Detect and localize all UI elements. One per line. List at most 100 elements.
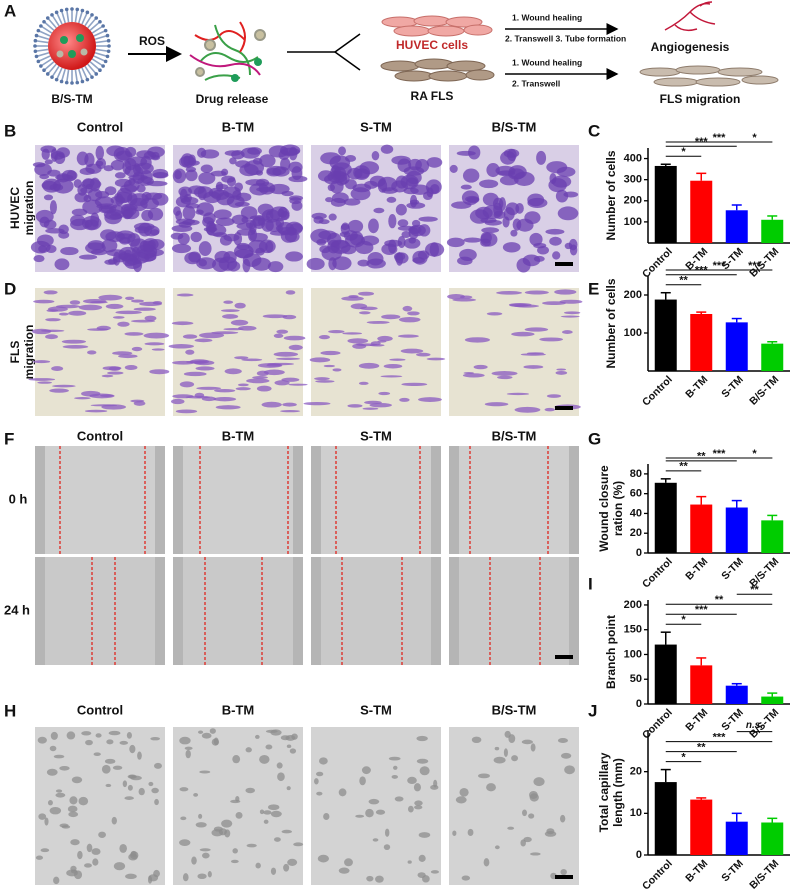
cell-texture <box>214 388 236 393</box>
cell-texture <box>510 229 518 237</box>
panel-label: I <box>588 574 593 593</box>
cell-texture <box>263 819 269 824</box>
cell-texture <box>215 405 241 410</box>
spike-tip <box>54 10 59 15</box>
bar <box>654 782 677 855</box>
micrograph <box>35 557 165 665</box>
spike-tip <box>50 75 54 79</box>
schematic-label: 1. Wound healing <box>512 57 582 67</box>
cell-texture <box>259 154 276 168</box>
cell-edge <box>449 446 459 554</box>
cell-texture <box>459 787 469 797</box>
bar <box>761 219 784 243</box>
bar <box>761 822 784 855</box>
cell-texture <box>347 219 364 233</box>
cell-texture <box>202 212 216 225</box>
bar <box>654 644 677 704</box>
cell-texture <box>503 748 508 757</box>
cell-texture <box>249 183 269 196</box>
cell-texture <box>447 293 465 300</box>
drug-dot <box>60 36 68 44</box>
particle-spike <box>74 9 79 23</box>
cell-texture <box>380 375 403 378</box>
cell-texture <box>274 380 290 386</box>
cell-texture <box>175 409 198 414</box>
cell-texture <box>54 258 70 271</box>
column-header: S-TM <box>360 428 392 443</box>
cell-texture <box>55 792 66 798</box>
cell-texture <box>381 314 401 320</box>
cell-texture <box>139 240 150 252</box>
cell-texture <box>530 743 536 752</box>
cell-texture <box>113 147 131 162</box>
cell-texture <box>144 342 165 346</box>
particle-spike <box>65 69 70 83</box>
spike-tip <box>103 28 108 33</box>
cell-texture <box>358 362 380 369</box>
spike-tip <box>80 8 85 13</box>
cell-texture <box>507 149 517 161</box>
bar <box>761 696 784 704</box>
cell-texture <box>395 203 407 216</box>
cell-texture <box>316 791 323 796</box>
cell-texture <box>283 863 290 872</box>
y-tick-label: 400 <box>624 152 642 164</box>
cell-texture <box>171 224 193 233</box>
y-tick-label: 0 <box>636 547 642 559</box>
cell-texture <box>201 852 210 859</box>
cell-texture <box>95 160 104 167</box>
cell-texture <box>511 755 519 762</box>
cell-texture <box>401 230 411 239</box>
cell-texture <box>171 321 194 326</box>
cell-texture <box>199 848 211 852</box>
cell-texture <box>39 173 50 180</box>
spike-tip <box>42 68 46 73</box>
x-tick-label: B-TM <box>683 706 710 733</box>
cell-texture <box>281 190 294 197</box>
cell-texture <box>383 844 391 851</box>
y-tick-label: 100 <box>624 648 642 660</box>
cell-texture <box>413 783 421 792</box>
cell-texture <box>388 756 401 761</box>
spike-tip <box>34 54 39 59</box>
cell-edge <box>311 557 321 665</box>
cell-texture <box>151 348 165 351</box>
cell-texture <box>455 796 467 804</box>
cell-texture <box>327 239 340 254</box>
cell-texture <box>288 383 308 386</box>
cell-texture <box>179 736 191 745</box>
fls-sketch <box>380 58 495 82</box>
cell-texture <box>368 798 380 805</box>
cell-texture <box>40 848 50 853</box>
cell-texture <box>471 736 482 744</box>
cell-texture <box>133 222 155 231</box>
cell-texture <box>270 867 277 875</box>
particle-spike <box>95 48 109 53</box>
cell-texture <box>259 754 270 764</box>
spike-tip <box>80 79 85 84</box>
column-header: B-TM <box>222 702 255 717</box>
particle-spike <box>81 67 89 80</box>
spike-tip <box>33 38 38 43</box>
arrow <box>334 33 361 53</box>
cell-texture <box>537 245 550 255</box>
spike-tip <box>64 80 69 85</box>
y-tick-label: 40 <box>630 507 642 519</box>
cell-texture <box>74 192 89 203</box>
cell-texture <box>49 806 62 815</box>
cell-texture <box>84 219 93 228</box>
cell-texture <box>173 206 181 216</box>
panel-label: B <box>4 121 16 140</box>
cell-texture <box>276 762 283 769</box>
cell-texture <box>44 159 53 165</box>
scale-bar <box>555 655 573 659</box>
cell-texture <box>98 294 123 301</box>
cell-texture <box>52 384 76 388</box>
cell-texture <box>287 858 298 866</box>
cell-texture <box>314 377 330 381</box>
cell-texture <box>246 843 257 848</box>
x-tick-label: B-TM <box>683 857 710 884</box>
cell-texture <box>418 224 431 237</box>
spike-tip <box>107 44 111 48</box>
cell-texture <box>418 854 426 862</box>
